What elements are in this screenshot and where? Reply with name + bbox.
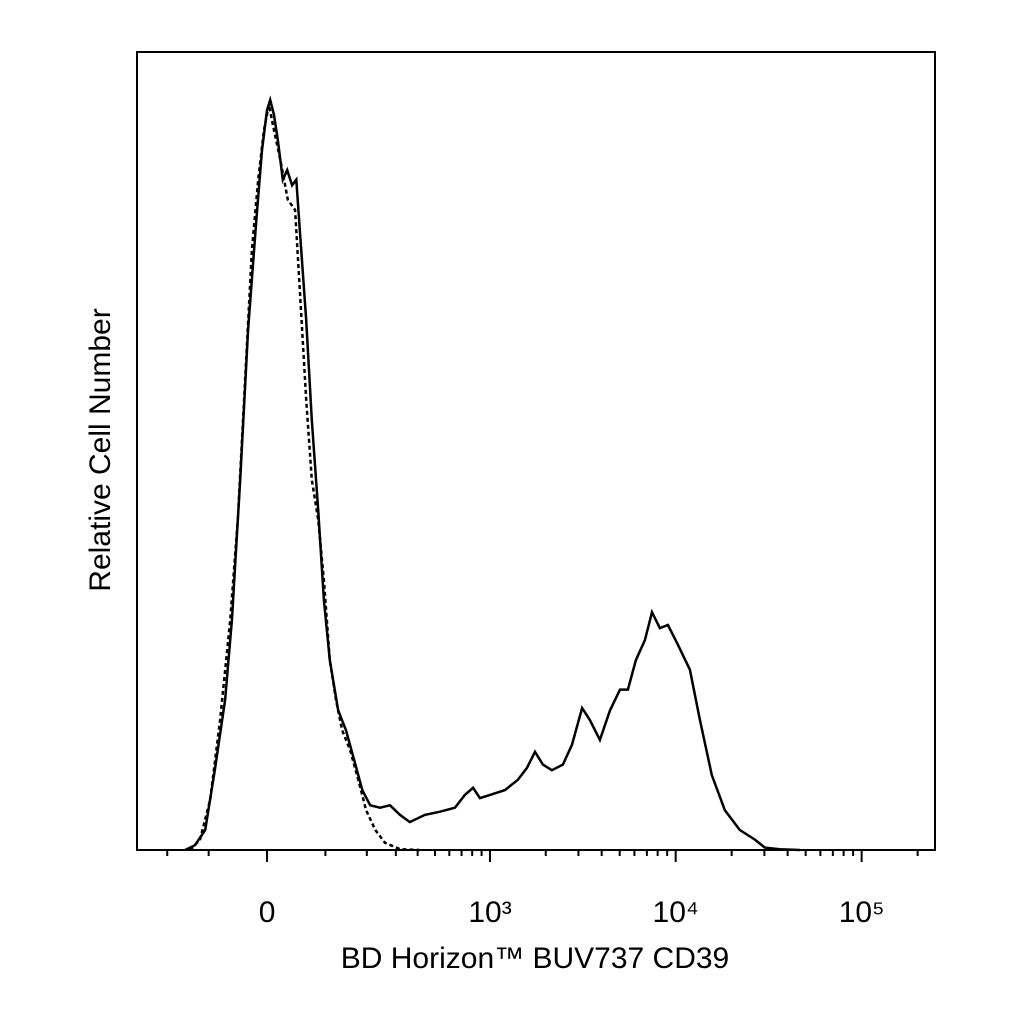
histogram-line — [184, 95, 800, 852]
x-tick-label: 10⁵ — [839, 896, 885, 929]
y-axis-label: Relative Cell Number — [84, 308, 117, 591]
x-tick-label: 10⁴ — [653, 896, 699, 929]
x-axis-label: BD Horizon™ BUV737 CD39 — [341, 942, 730, 975]
x-tick-label: 0 — [259, 896, 276, 929]
plot-frame — [136, 51, 936, 851]
x-tick-label: 10³ — [468, 896, 511, 929]
histogram-line — [189, 104, 420, 852]
